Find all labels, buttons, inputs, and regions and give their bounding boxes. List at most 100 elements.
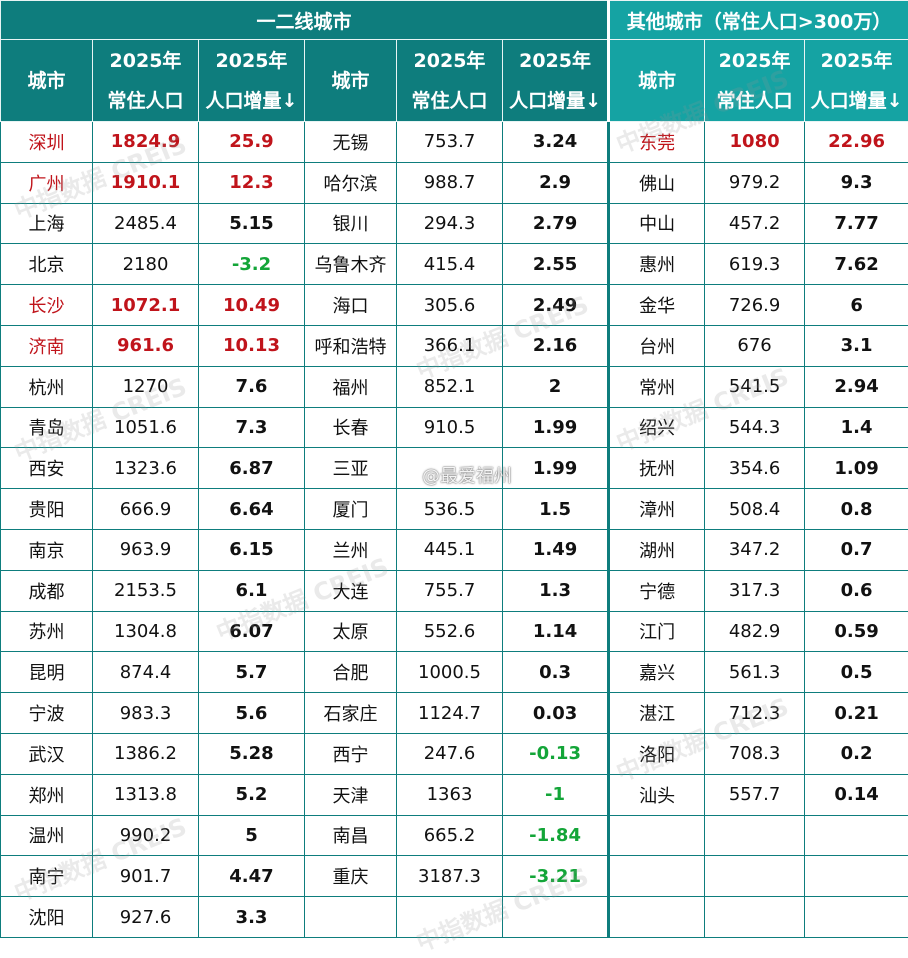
population-cell: 561.3 <box>705 652 805 693</box>
increase-cell <box>503 897 609 938</box>
population-cell: 1072.1 <box>93 285 199 326</box>
increase-cell: 1.99 <box>503 407 609 448</box>
city-cell: 武汉 <box>1 733 93 774</box>
city-cell: 南昌 <box>305 815 397 856</box>
population-cell: 2180 <box>93 244 199 285</box>
population-cell: 1000.5 <box>397 652 503 693</box>
population-cell: 536.5 <box>397 489 503 530</box>
increase-cell: 0.3 <box>503 652 609 693</box>
increase-cell: -0.13 <box>503 733 609 774</box>
population-cell: 619.3 <box>705 244 805 285</box>
city-cell: 西安 <box>1 448 93 489</box>
increase-cell: 2.16 <box>503 325 609 366</box>
city-cell: 台州 <box>609 325 705 366</box>
increase-cell: 10.49 <box>199 285 305 326</box>
city-cell: 西宁 <box>305 733 397 774</box>
population-cell: 294.3 <box>397 203 503 244</box>
city-cell: 深圳 <box>1 122 93 163</box>
city-cell: 重庆 <box>305 856 397 897</box>
increase-cell: -3.21 <box>503 856 609 897</box>
increase-cell: -3.2 <box>199 244 305 285</box>
city-cell: 无锡 <box>305 122 397 163</box>
col-header-city: 城市 <box>609 40 705 122</box>
col-header-population: 2025年常住人口 <box>705 40 805 122</box>
population-cell: 1304.8 <box>93 611 199 652</box>
city-cell: 杭州 <box>1 366 93 407</box>
increase-cell: 5.7 <box>199 652 305 693</box>
city-cell: 广州 <box>1 162 93 203</box>
population-cell: 541.5 <box>705 366 805 407</box>
city-cell: 湛江 <box>609 693 705 734</box>
increase-cell: 3.1 <box>805 325 908 366</box>
column-header-row: 城市 2025年常住人口 2025年人口增量↓ 城市 2025年常住人口 202… <box>1 40 908 122</box>
population-cell: 708.3 <box>705 733 805 774</box>
city-cell: 温州 <box>1 815 93 856</box>
increase-cell: 7.6 <box>199 366 305 407</box>
city-cell: 青岛 <box>1 407 93 448</box>
population-cell: 1910.1 <box>93 162 199 203</box>
population-cell: 979.2 <box>705 162 805 203</box>
increase-cell: 0.59 <box>805 611 908 652</box>
increase-cell: 2.79 <box>503 203 609 244</box>
population-cell: 910.5 <box>397 407 503 448</box>
city-cell: 合肥 <box>305 652 397 693</box>
population-cell: 963.9 <box>93 529 199 570</box>
population-cell: 961.6 <box>93 325 199 366</box>
population-cell: 665.2 <box>397 815 503 856</box>
increase-cell: 0.6 <box>805 570 908 611</box>
city-cell: 贵阳 <box>1 489 93 530</box>
city-cell: 海口 <box>305 285 397 326</box>
city-cell: 郑州 <box>1 774 93 815</box>
city-cell: 大连 <box>305 570 397 611</box>
population-cell: 990.2 <box>93 815 199 856</box>
city-cell: 成都 <box>1 570 93 611</box>
city-cell: 沈阳 <box>1 897 93 938</box>
population-cell: 901.7 <box>93 856 199 897</box>
city-cell: 江门 <box>609 611 705 652</box>
increase-cell: 6.07 <box>199 611 305 652</box>
population-cell: 557.7 <box>705 774 805 815</box>
population-cell: 508.4 <box>705 489 805 530</box>
population-cell: 755.7 <box>397 570 503 611</box>
city-cell: 昆明 <box>1 652 93 693</box>
city-cell: 绍兴 <box>609 407 705 448</box>
increase-cell: 6.1 <box>199 570 305 611</box>
increase-cell: 0.7 <box>805 529 908 570</box>
city-cell: 乌鲁木齐 <box>305 244 397 285</box>
population-cell: 366.1 <box>397 325 503 366</box>
population-cell: 1124.7 <box>397 693 503 734</box>
increase-cell: -1 <box>503 774 609 815</box>
population-cell: 726.9 <box>705 285 805 326</box>
population-cell: 457.2 <box>705 203 805 244</box>
population-cell: 1313.8 <box>93 774 199 815</box>
population-cell <box>397 897 503 938</box>
population-cell <box>705 815 805 856</box>
increase-cell: 5.15 <box>199 203 305 244</box>
city-cell: 北京 <box>1 244 93 285</box>
city-cell: 中山 <box>609 203 705 244</box>
city-cell: 汕头 <box>609 774 705 815</box>
col-header-population: 2025年常住人口 <box>397 40 503 122</box>
population-cell: 415.4 <box>397 244 503 285</box>
increase-cell: 7.3 <box>199 407 305 448</box>
increase-cell <box>805 856 908 897</box>
group-header-row: 一二线城市 其他城市（常住人口>300万） <box>1 1 908 40</box>
city-cell: 哈尔滨 <box>305 162 397 203</box>
population-cell: 317.3 <box>705 570 805 611</box>
increase-cell: 0.21 <box>805 693 908 734</box>
increase-cell: 6.64 <box>199 489 305 530</box>
city-cell: 福州 <box>305 366 397 407</box>
city-cell: 兰州 <box>305 529 397 570</box>
city-cell: 石家庄 <box>305 693 397 734</box>
group-header-tier12: 一二线城市 <box>1 1 609 40</box>
city-cell: 济南 <box>1 325 93 366</box>
